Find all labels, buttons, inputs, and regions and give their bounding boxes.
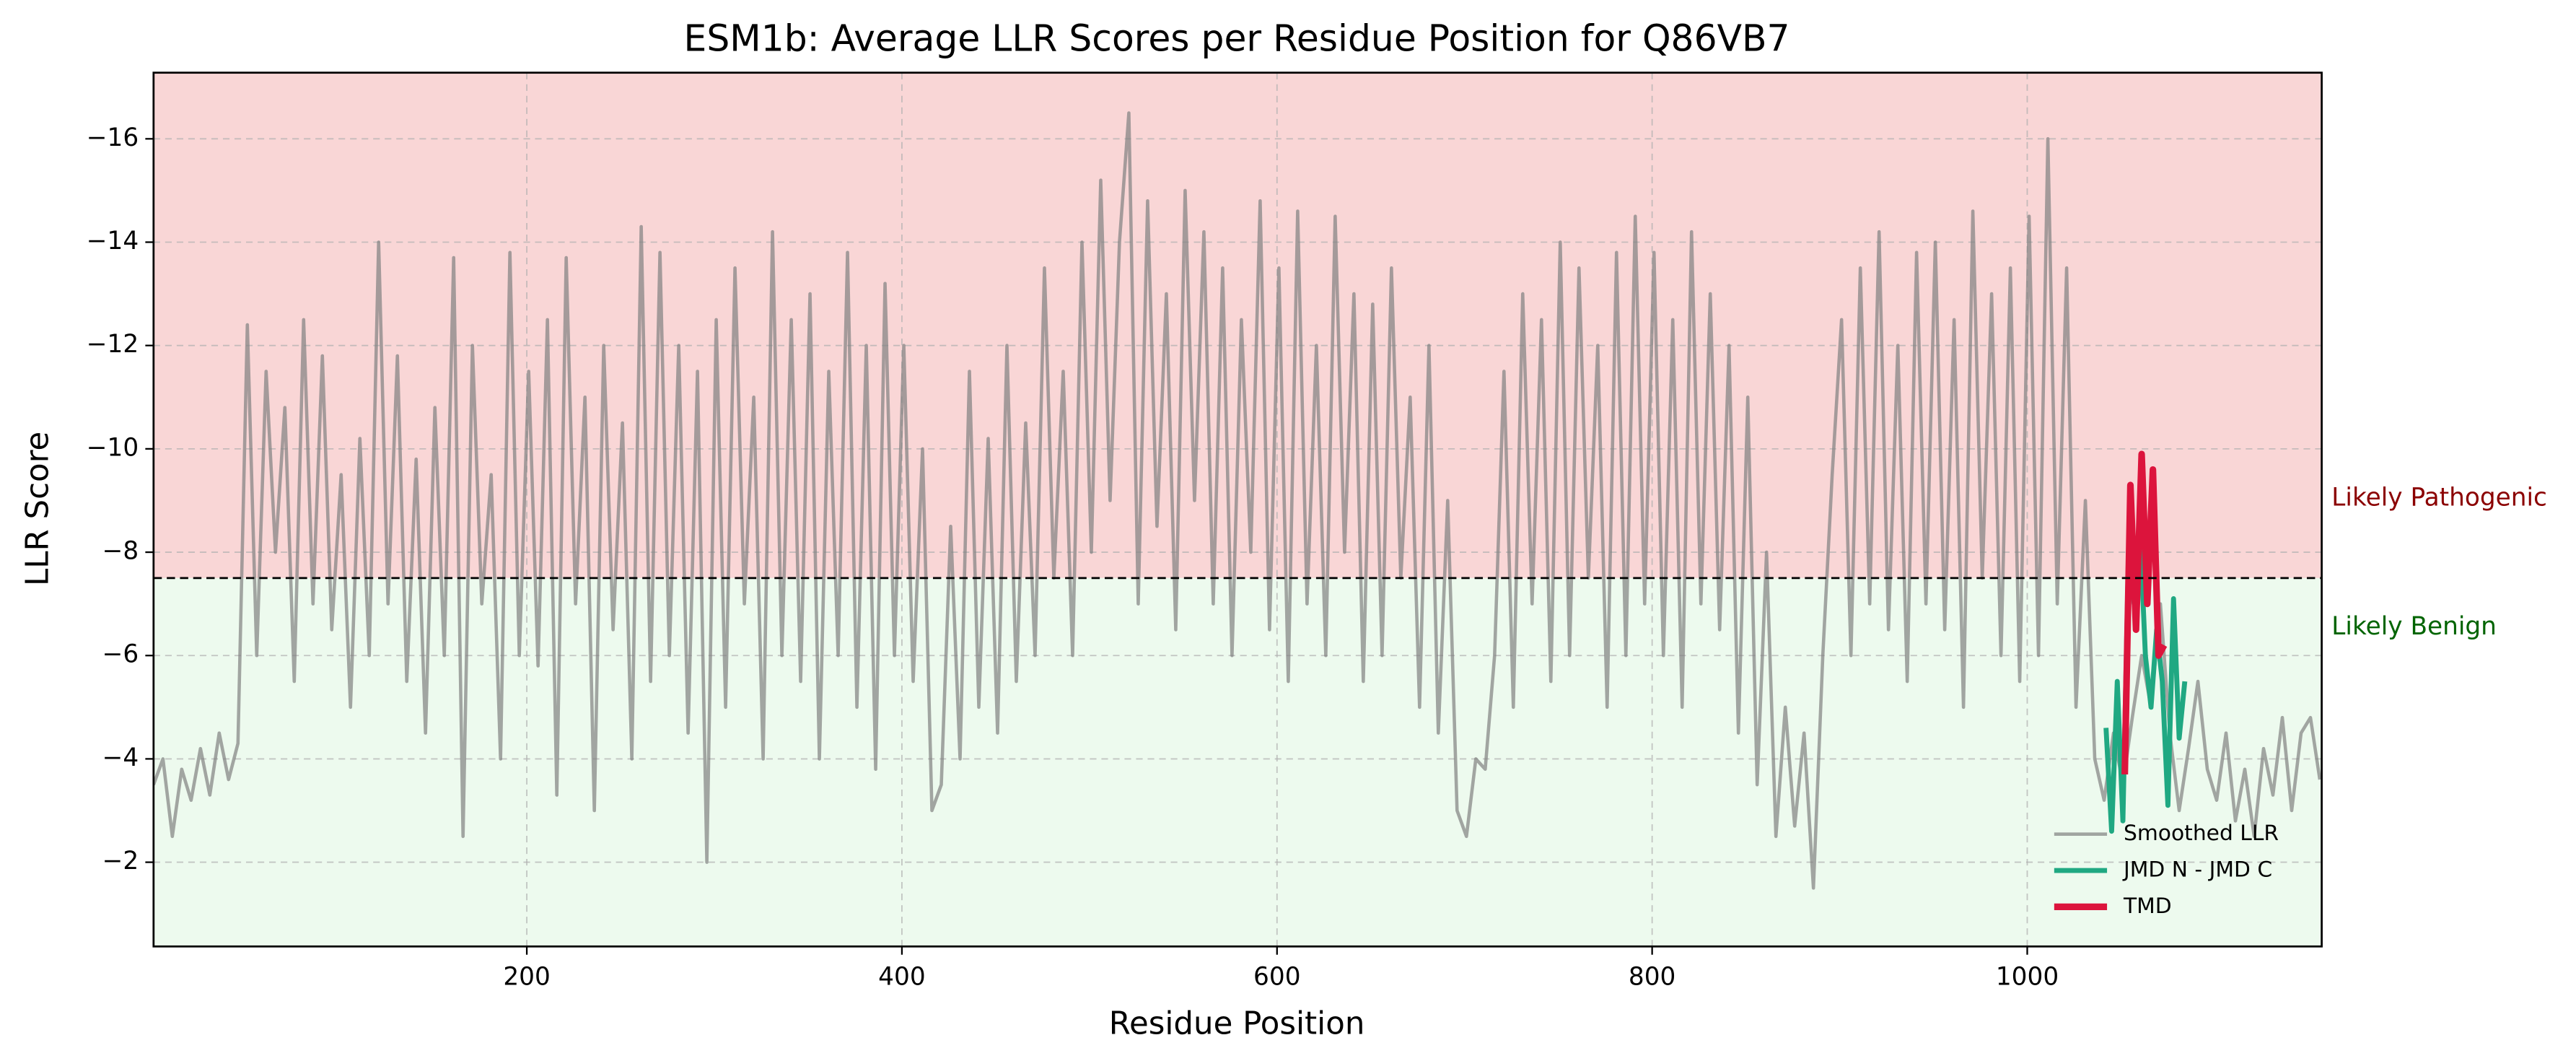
series-line bbox=[2103, 523, 2188, 834]
lines-layer bbox=[153, 111, 2322, 890]
x-tick-label: 200 bbox=[503, 962, 551, 991]
x-tick-label: 800 bbox=[1629, 962, 1676, 991]
y-tick-label: −6 bbox=[102, 640, 139, 669]
y-tick-label: −10 bbox=[87, 433, 139, 462]
chart-title: ESM1b: Average LLR Scores per Residue Po… bbox=[684, 17, 1790, 60]
y-tick-label: −12 bbox=[87, 330, 139, 359]
legend-label: Smoothed LLR bbox=[2124, 821, 2279, 846]
legend-label: JMD N - JMD C bbox=[2122, 857, 2272, 883]
x-tick-label: 400 bbox=[878, 962, 925, 991]
plot-frame bbox=[152, 71, 2323, 948]
y-tick-label: −4 bbox=[102, 743, 139, 772]
y-tick-label: −16 bbox=[87, 123, 139, 152]
x-tick-label: 1000 bbox=[1996, 962, 2059, 991]
y-tick-label: −14 bbox=[87, 227, 139, 256]
x-axis-label: Residue Position bbox=[1109, 1006, 1365, 1042]
foreground-layer: −16 −14 −12 −10 −8 −6 −4 −2 200 400 600 800 1000 Like… bbox=[87, 123, 2547, 991]
series-line bbox=[2121, 450, 2168, 774]
y-tick-label: −2 bbox=[102, 847, 139, 876]
series-line bbox=[153, 111, 2322, 890]
y-tick-label: −8 bbox=[102, 537, 139, 566]
region-label: Likely Benign bbox=[2331, 612, 2497, 641]
legend-label: TMD bbox=[2123, 894, 2172, 919]
x-tick-label: 600 bbox=[1253, 962, 1300, 991]
benign-region bbox=[153, 577, 2322, 947]
region-label: Likely Pathogenic bbox=[2331, 484, 2547, 512]
y-axis-label: LLR Score bbox=[19, 432, 56, 586]
